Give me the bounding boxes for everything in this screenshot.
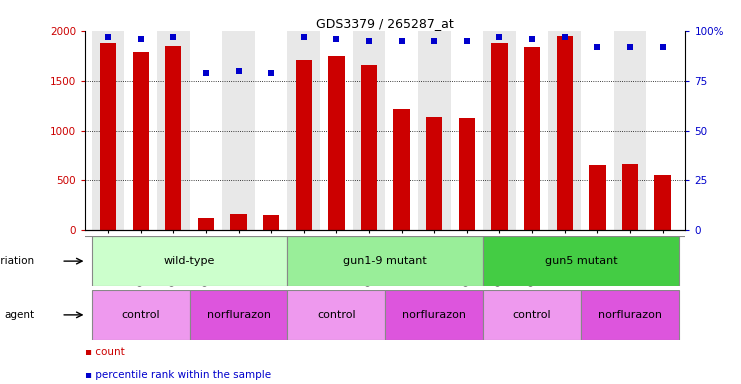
Bar	[426, 117, 442, 230]
Bar	[581, 290, 679, 340]
Bar	[654, 175, 671, 230]
Bar	[385, 31, 418, 230]
Text: gun5 mutant: gun5 mutant	[545, 256, 617, 266]
Bar	[614, 31, 646, 230]
Bar	[230, 214, 247, 230]
Point	[200, 70, 212, 76]
Bar	[361, 65, 377, 230]
Bar	[385, 290, 483, 340]
Bar	[133, 52, 149, 230]
Bar	[483, 236, 679, 286]
Bar	[222, 31, 255, 230]
Bar	[491, 43, 508, 230]
Bar	[581, 31, 614, 230]
Bar	[296, 60, 312, 230]
Text: wild-type: wild-type	[164, 256, 216, 266]
Title: GDS3379 / 265287_at: GDS3379 / 265287_at	[316, 17, 454, 30]
Bar	[263, 215, 279, 230]
Point	[396, 38, 408, 44]
Bar	[92, 31, 124, 230]
Point	[428, 38, 440, 44]
Bar	[459, 118, 475, 230]
Point	[135, 36, 147, 42]
Text: norflurazon: norflurazon	[402, 310, 466, 320]
Text: ▪ percentile rank within the sample: ▪ percentile rank within the sample	[85, 370, 271, 380]
Bar	[622, 164, 638, 230]
Text: norflurazon: norflurazon	[598, 310, 662, 320]
Bar	[589, 164, 605, 230]
Point	[265, 70, 277, 76]
Bar	[100, 43, 116, 230]
Bar	[255, 31, 288, 230]
Bar	[124, 31, 157, 230]
Text: norflurazon: norflurazon	[207, 310, 270, 320]
Text: gun1-9 mutant: gun1-9 mutant	[343, 256, 428, 266]
Bar	[524, 47, 540, 230]
Bar	[556, 36, 573, 230]
Point	[494, 34, 505, 40]
Point	[102, 34, 114, 40]
Bar	[288, 31, 320, 230]
Bar	[288, 290, 385, 340]
Bar	[198, 218, 214, 230]
Bar	[418, 31, 451, 230]
Point	[591, 44, 603, 50]
Point	[461, 38, 473, 44]
Point	[526, 36, 538, 42]
Bar	[516, 31, 548, 230]
Bar	[483, 290, 581, 340]
Bar	[157, 31, 190, 230]
Point	[559, 34, 571, 40]
Bar	[328, 56, 345, 230]
Bar	[483, 31, 516, 230]
Point	[330, 36, 342, 42]
Text: ▪ count: ▪ count	[85, 347, 125, 357]
Bar	[353, 31, 385, 230]
Text: genotype/variation: genotype/variation	[0, 256, 34, 266]
Bar	[288, 236, 483, 286]
Bar	[92, 236, 288, 286]
Text: control: control	[122, 310, 160, 320]
Bar	[190, 31, 222, 230]
Text: agent: agent	[4, 310, 34, 320]
Bar	[165, 46, 182, 230]
Point	[167, 34, 179, 40]
Point	[233, 68, 245, 74]
Point	[298, 34, 310, 40]
Bar	[646, 31, 679, 230]
Point	[624, 44, 636, 50]
Bar	[451, 31, 483, 230]
Text: control: control	[317, 310, 356, 320]
Point	[363, 38, 375, 44]
Point	[657, 44, 668, 50]
Bar	[190, 290, 288, 340]
Text: control: control	[513, 310, 551, 320]
Bar	[92, 290, 190, 340]
Bar	[393, 109, 410, 230]
Bar	[320, 31, 353, 230]
Bar	[548, 31, 581, 230]
